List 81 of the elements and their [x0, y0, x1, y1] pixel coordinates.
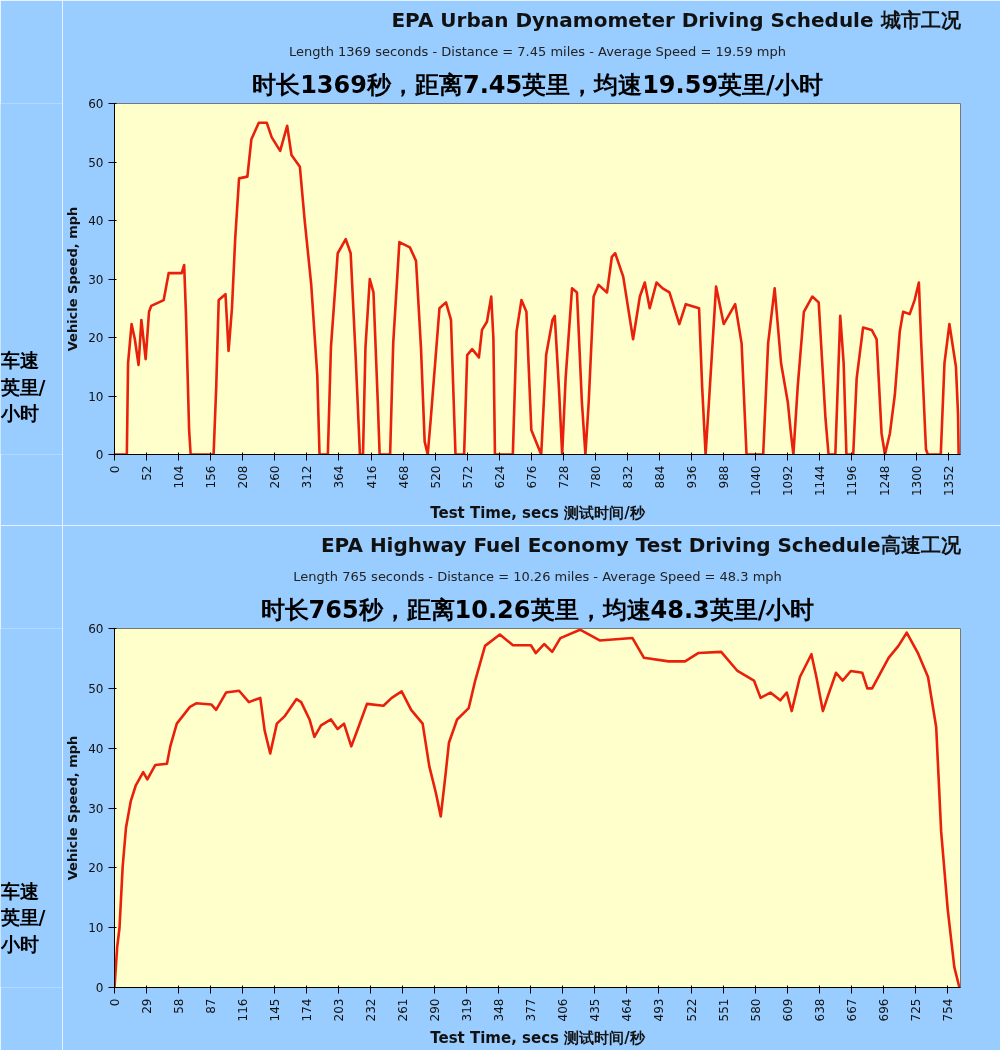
x-tick-label: 377	[524, 998, 539, 1022]
x-tick-label: 551	[716, 998, 731, 1022]
y-tick-label: 10	[88, 389, 104, 404]
x-tick-label: 145	[268, 998, 283, 1022]
x-tick-label: 988	[717, 465, 732, 489]
x-tick-label: 520	[428, 465, 443, 489]
x-tick-label: 676	[524, 465, 539, 489]
x-tick-label: 1248	[877, 465, 892, 497]
x-tick-label: 667	[844, 998, 859, 1022]
x-tick-label: 290	[428, 998, 443, 1022]
x-tick-label: 725	[908, 998, 923, 1022]
x-tick-label: 208	[236, 465, 251, 489]
chart-title: EPA Highway Fuel Economy Test Driving Schedule高速工况	[320, 532, 962, 557]
x-tick-label: 232	[364, 998, 379, 1022]
x-tick-label: 260	[268, 465, 283, 489]
x-tick-label: 1352	[941, 465, 956, 497]
x-tick-label: 0	[108, 465, 122, 474]
x-tick-label: 319	[460, 998, 475, 1022]
y-tick-label: 10	[88, 921, 104, 936]
text: 车速英里/小时	[0, 879, 46, 955]
line-series	[114, 628, 961, 988]
x-tick-label: 1092	[781, 465, 796, 497]
x-tick-label: 435	[588, 998, 603, 1022]
x-tick-label: 580	[748, 998, 763, 1022]
x-tick-label: 464	[620, 998, 635, 1022]
x-tick-label: 1144	[813, 465, 828, 497]
x-tick-label: 1300	[909, 465, 924, 497]
x-tick-label: 1196	[845, 465, 860, 497]
y-tick-label: 30	[88, 272, 104, 287]
x-tick-label: 416	[364, 465, 379, 489]
x-tick-label: 29	[140, 998, 155, 1014]
text: 时长1369秒，距离7.45英里，均速19.59英里/小时	[252, 70, 823, 99]
x-tick-label: 52	[140, 465, 155, 481]
x-tick-label: 572	[460, 465, 475, 489]
x-tick-label: 624	[492, 465, 507, 489]
x-tick-label: 493	[652, 998, 667, 1022]
x-tick-label: 348	[492, 998, 507, 1022]
x-tick-label: 638	[812, 998, 827, 1022]
x-tick-label: 58	[172, 998, 187, 1014]
x-tick-label: 312	[300, 465, 315, 489]
x-tick-label: 609	[780, 998, 795, 1022]
y-tick-label: 20	[88, 331, 104, 345]
x-tick-label: 696	[876, 998, 891, 1022]
text: 车速英里/小时	[0, 349, 46, 424]
y-tick-label: 60	[88, 97, 104, 111]
y-tick-label: 40	[88, 741, 104, 756]
x-tick-label: 0	[108, 998, 122, 1007]
y-tick-label: 50	[88, 155, 104, 170]
y-tick-label: 20	[88, 861, 104, 876]
x-tick-label: 936	[685, 465, 700, 489]
x-axis-title: Test Time, secs 测试时间/秒	[430, 1029, 646, 1048]
x-tick-label: 832	[621, 465, 636, 489]
chart-subtitle: Length 765 seconds - Distance = 10.26 miles - Average Speed = 48.3 mph	[293, 568, 782, 584]
y-tick-label: 60	[88, 622, 104, 636]
x-tick-label: 406	[556, 998, 571, 1022]
x-tick-label: 174	[300, 998, 315, 1022]
x-tick-label: 203	[332, 998, 347, 1022]
x-tick-label: 364	[332, 465, 347, 489]
x-tick-label: 780	[588, 465, 603, 489]
y-tick-label: 0	[95, 981, 104, 995]
x-tick-label: 522	[684, 998, 699, 1022]
x-tick-label: 468	[396, 465, 411, 489]
y-tick-label: 30	[88, 801, 104, 816]
x-tick-label: 754	[940, 998, 955, 1022]
x-tick-label: 1040	[749, 465, 764, 497]
text: 时长765秒，距离10.26英里，均速48.3英里/小时	[260, 595, 815, 624]
x-tick-label: 116	[236, 998, 251, 1022]
y-axis-title: Vehicle Speed, mph	[65, 735, 81, 881]
x-tick-label: 87	[204, 998, 219, 1014]
x-tick-label: 884	[653, 465, 668, 489]
y-tick-label: 50	[88, 681, 104, 696]
y-axis-title: Vehicle Speed, mph	[65, 206, 81, 352]
x-tick-label: 261	[396, 998, 411, 1022]
chart-subtitle: Length 1369 seconds - Distance = 7.45 miles - Average Speed = 19.59 mph	[289, 43, 786, 59]
x-tick-label: 156	[204, 465, 219, 489]
x-tick-label: 728	[556, 465, 571, 489]
y-tick-label: 40	[88, 214, 104, 228]
x-tick-label: 104	[172, 465, 187, 489]
chart-title: EPA Urban Dynamometer Driving Schedule 城市工况	[391, 7, 962, 32]
x-axis-title: Test Time, secs 测试时间/秒	[430, 504, 646, 523]
y-tick-label: 0	[95, 448, 104, 462]
